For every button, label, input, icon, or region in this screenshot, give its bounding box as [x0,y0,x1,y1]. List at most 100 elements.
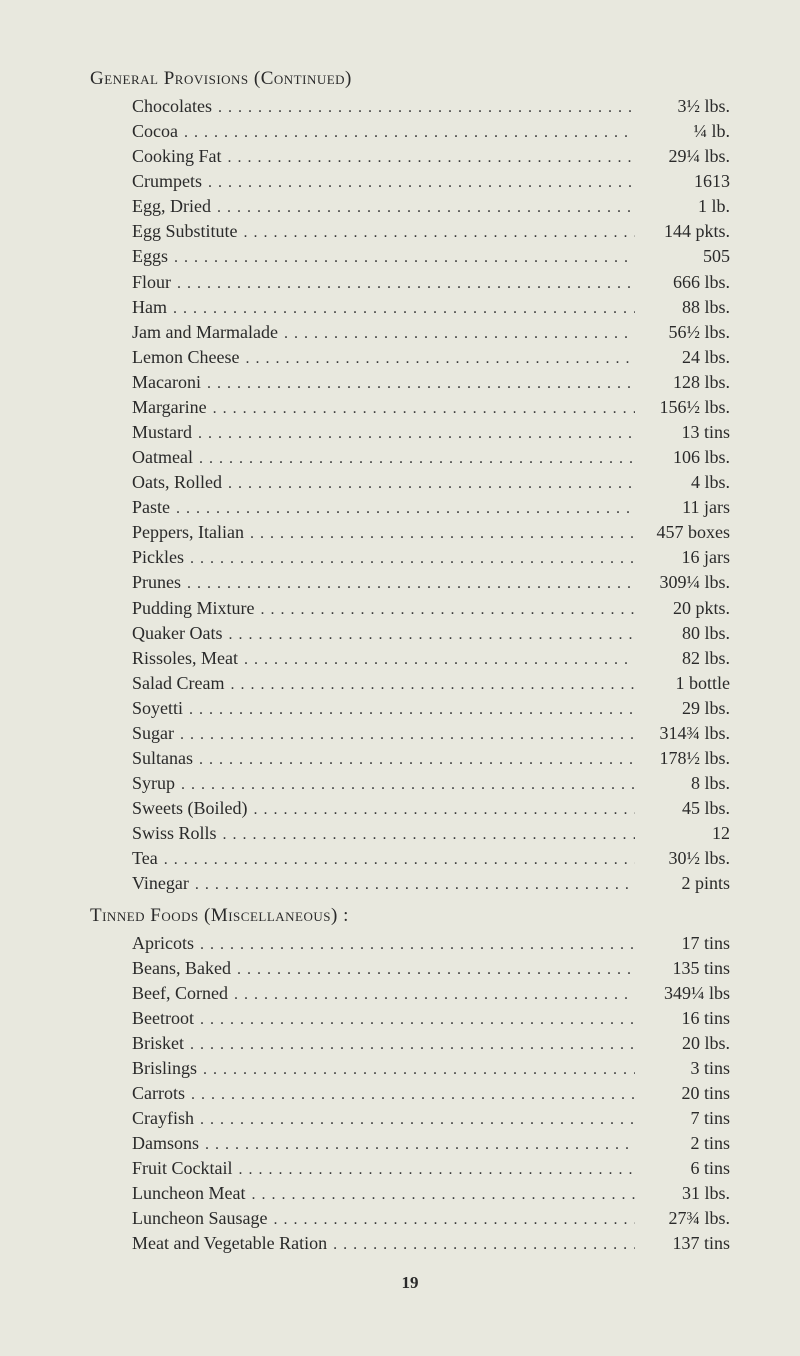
item-value: 12 [635,821,730,846]
list-item: Salad Cream.............................… [90,671,730,696]
list-item: Prunes..................................… [90,570,730,595]
item-label: Soyetti [132,696,183,721]
leader-dots: ........................................… [211,197,635,219]
leader-dots: ........................................… [192,423,635,445]
list-item: Jam and Marmalade.......................… [90,320,730,345]
item-value: 8 lbs. [635,771,730,796]
item-label: Crayfish [132,1106,194,1131]
list-item: Rissoles, Meat..........................… [90,646,730,671]
item-value: 11 jars [635,495,730,520]
item-label: Oatmeal [132,445,193,470]
item-value: ¼ lb. [635,119,730,144]
item-value: 457 boxes [635,520,730,545]
leader-dots: ........................................… [217,824,635,846]
leader-dots: ........................................… [193,448,635,470]
leader-dots: ........................................… [244,523,635,545]
item-label: Apricots [132,931,194,956]
list-item: Pickles.................................… [90,545,730,570]
list-item: Eggs....................................… [90,244,730,269]
leader-dots: ........................................… [238,222,635,244]
list-item: Ham.....................................… [90,295,730,320]
item-value: 666 lbs. [635,270,730,295]
item-label: Fruit Cocktail [132,1156,233,1181]
item-label: Carrots [132,1081,185,1106]
item-value: 20 lbs. [635,1031,730,1056]
leader-dots: ........................................… [233,1159,636,1181]
item-label: Sugar [132,721,174,746]
item-value: 314¾ lbs. [635,721,730,746]
leader-dots: ........................................… [231,959,635,981]
list-item: Meat and Vegetable Ration...............… [90,1231,730,1256]
leader-dots: ........................................… [184,1034,635,1056]
item-value: 16 tins [635,1006,730,1031]
item-label: Pickles [132,545,184,570]
item-value: 88 lbs. [635,295,730,320]
leader-dots: ........................................… [201,373,635,395]
item-label: Flour [132,270,171,295]
list-item: Luncheon Meat...........................… [90,1181,730,1206]
item-value: 24 lbs. [635,345,730,370]
item-value: 1 lb. [635,194,730,219]
list-item: Beetroot................................… [90,1006,730,1031]
item-label: Luncheon Meat [132,1181,245,1206]
list-item: Carrots.................................… [90,1081,730,1106]
list-item: Sugar...................................… [90,721,730,746]
item-label: Egg, Dried [132,194,211,219]
leader-dots: ........................................… [239,348,635,370]
leader-dots: ........................................… [212,97,635,119]
item-value: 20 pkts. [635,596,730,621]
item-label: Sweets (Boiled) [132,796,247,821]
list-item: Macaroni................................… [90,370,730,395]
list-item: Mustard.................................… [90,420,730,445]
leader-dots: ........................................… [278,323,635,345]
item-value: 178½ lbs. [635,746,730,771]
item-value: 309¼ lbs. [635,570,730,595]
item-value: 56½ lbs. [635,320,730,345]
item-value: 2 tins [635,1131,730,1156]
item-label: Eggs [132,244,168,269]
list-item: Tea.....................................… [90,846,730,871]
list-item: Oatmeal.................................… [90,445,730,470]
leader-dots: ........................................… [168,247,635,269]
item-value: 82 lbs. [635,646,730,671]
item-label: Ham [132,295,167,320]
leader-dots: ........................................… [181,573,635,595]
leader-dots: ........................................… [194,934,635,956]
item-label: Cooking Fat [132,144,222,169]
item-label: Damsons [132,1131,199,1156]
item-label: Brisket [132,1031,184,1056]
item-label: Mustard [132,420,192,445]
item-value: 156½ lbs. [635,395,730,420]
leader-dots: ........................................… [245,1184,635,1206]
item-label: Beetroot [132,1006,194,1031]
leader-dots: ........................................… [327,1234,635,1256]
item-label: Prunes [132,570,181,595]
leader-dots: ........................................… [167,298,635,320]
item-value: 29¼ lbs. [635,144,730,169]
leader-dots: ........................................… [194,1109,635,1131]
item-label: Margarine [132,395,207,420]
leader-dots: ........................................… [185,1084,635,1106]
item-value: 128 lbs. [635,370,730,395]
item-label: Luncheon Sausage [132,1206,267,1231]
item-value: 27¾ lbs. [635,1206,730,1231]
item-value: 20 tins [635,1081,730,1106]
leader-dots: ........................................… [158,849,635,871]
item-label: Paste [132,495,170,520]
item-label: Salad Cream [132,671,224,696]
leader-dots: ........................................… [194,1009,635,1031]
item-label: Chocolates [132,94,212,119]
list-item: Cocoa...................................… [90,119,730,144]
list-item: Margarine...............................… [90,395,730,420]
list-item: Cooking Fat.............................… [90,144,730,169]
list-item: Egg Substitute..........................… [90,219,730,244]
leader-dots: ........................................… [207,398,635,420]
list-item: Flour...................................… [90,270,730,295]
item-value: 505 [635,244,730,269]
item-value: 31 lbs. [635,1181,730,1206]
item-value: 137 tins [635,1231,730,1256]
leader-dots: ........................................… [170,498,635,520]
list-item: Peppers, Italian........................… [90,520,730,545]
item-label: Quaker Oats [132,621,222,646]
item-label: Pudding Mixture [132,596,255,621]
